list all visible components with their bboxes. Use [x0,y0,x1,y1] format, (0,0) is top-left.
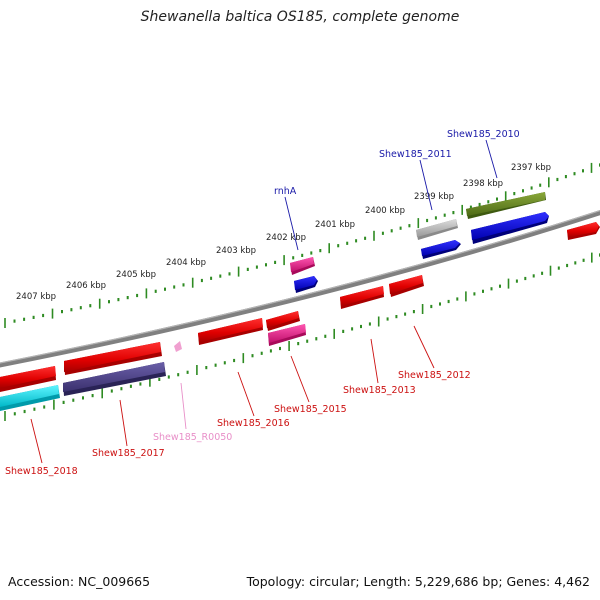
ruler-label-2402: 2402 kbp [266,233,306,243]
label-rnhA[interactable]: rnhA [274,186,297,197]
topology-label: Topology: [246,574,306,589]
label-Shew185_R0050[interactable]: Shew185_R0050 [153,432,232,443]
map-title: Shewanella baltica OS185, complete genom… [140,9,460,25]
ruler-label-2398: 2398 kbp [463,179,503,189]
label-Shew185_2018[interactable]: Shew185_2018 [5,466,78,477]
ruler-label-2403: 2403 kbp [216,246,256,256]
gene-Shew185_2010-protein[interactable] [471,212,549,244]
label-Shew185_2013[interactable]: Shew185_2013 [343,385,416,396]
ruler-label-2404: 2404 kbp [166,258,206,268]
label-Shew185_2010[interactable]: Shew185_2010 [447,129,520,140]
gene-rnhA-protein[interactable] [294,276,318,293]
length-label: Length: [363,574,411,589]
gene-edge-right[interactable] [567,222,600,240]
gene-Shew185_2013[interactable] [340,286,384,309]
ruler-label-2401: 2401 kbp [315,220,355,230]
label-Shew185_2016[interactable]: Shew185_2016 [217,418,290,429]
gene-Shew185_2015-b[interactable] [266,311,300,331]
accession-value: NC_009665 [78,574,151,589]
gene-labels: Shew185_2010 Shew185_2011 rnhA Shew185_2… [5,129,520,477]
genome-backbone-highlight [0,209,600,364]
gene-Shew185_2011[interactable] [416,219,458,240]
gene-rnhA[interactable] [290,257,315,275]
label-Shew185_2011[interactable]: Shew185_2011 [379,149,452,160]
gene-Shew185_2017-protein[interactable] [63,362,166,396]
inner-ruler [4,252,600,421]
ruler-label-2400: 2400 kbp [365,206,405,216]
ruler-label-2406: 2406 kbp [66,281,106,291]
label-Shew185_2012[interactable]: Shew185_2012 [398,370,471,381]
genes-label: Genes: [506,574,551,589]
gene-Shew185_2017[interactable] [64,342,162,375]
ruler-label-2399: 2399 kbp [414,192,454,202]
gene-Shew185_2018[interactable] [0,366,56,392]
genome-summary: Topology: circular; Length: 5,229,686 bp… [246,574,590,589]
ruler-label-2397: 2397 kbp [511,163,551,173]
accession-info: Accession: NC_009665 [8,574,150,589]
length-value: 5,229,686 bp [414,574,499,589]
outer-ruler [4,162,600,328]
gene-Shew185_2011-protein[interactable] [421,240,461,259]
genome-backbone [0,209,600,368]
topology-value: circular [309,574,356,589]
label-Shew185_2015[interactable]: Shew185_2015 [274,404,347,415]
gene-Shew185_2015[interactable] [268,324,306,346]
accession-label: Accession: [8,574,75,589]
gene-Shew185_2010[interactable] [466,192,546,219]
ruler-labels: 2397 kbp 2398 kbp 2399 kbp 2400 kbp 2401… [16,163,551,302]
label-Shew185_2017[interactable]: Shew185_2017 [92,448,165,459]
label-leaders [30,139,498,464]
gene-Shew185_R0050[interactable] [174,341,182,352]
gene-Shew185_2012[interactable] [389,275,424,297]
genes-value: 4,462 [554,574,590,589]
ruler-label-2407: 2407 kbp [16,292,56,302]
ruler-label-2405: 2405 kbp [116,270,156,280]
gene-Shew185_2018-protein[interactable] [0,385,60,411]
gene-Shew185_2016[interactable] [198,318,263,345]
